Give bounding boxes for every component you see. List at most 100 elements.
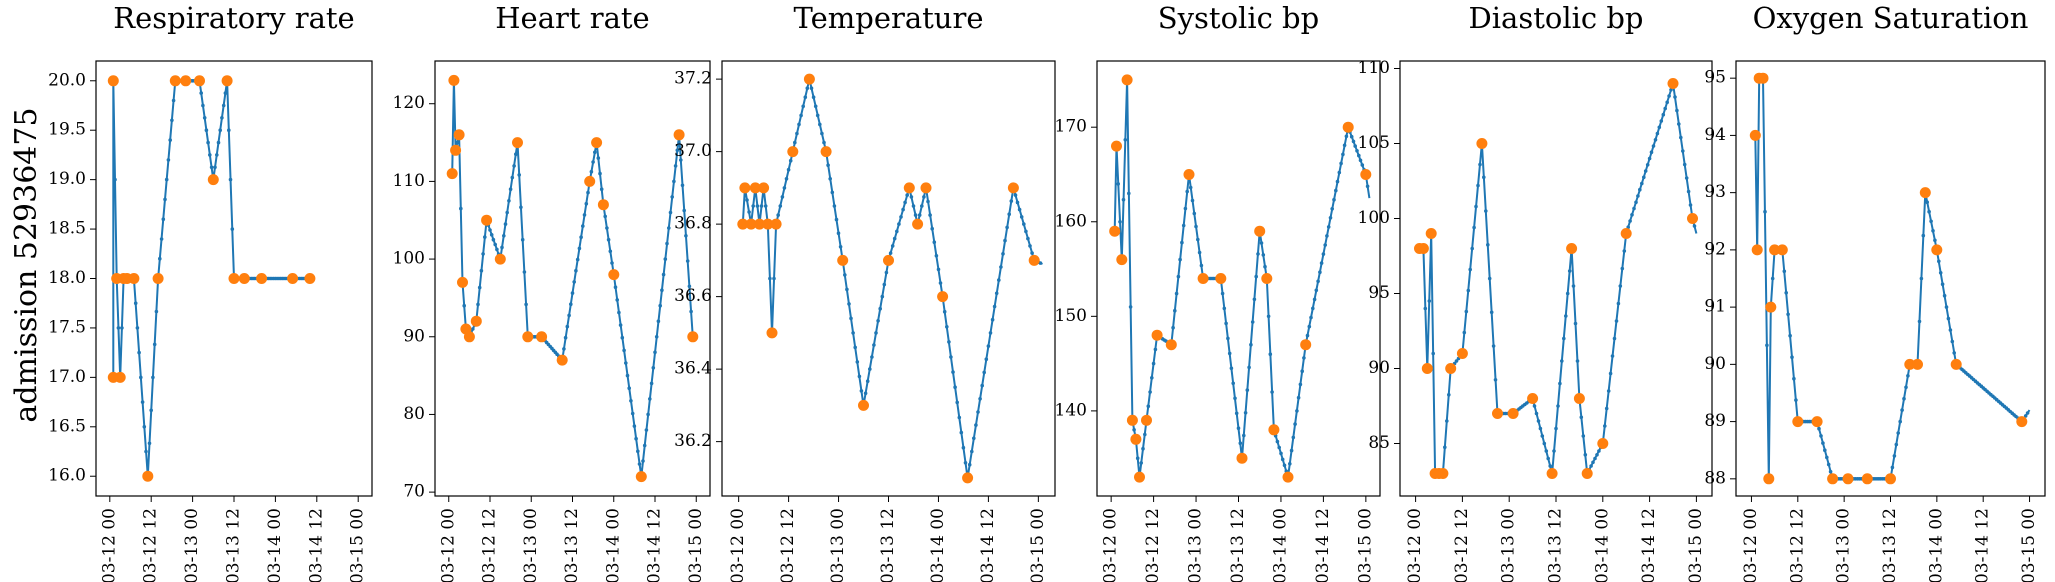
interpolated-point [591, 160, 595, 164]
observation-point [937, 291, 949, 303]
interpolated-point [1275, 439, 1280, 444]
interpolated-point [670, 195, 674, 199]
observation-point [556, 354, 568, 366]
interpolated-point [627, 386, 631, 391]
interpolated-point [945, 325, 949, 329]
interpolated-point [656, 319, 661, 324]
interpolated-point [1443, 445, 1447, 450]
interpolated-point [1616, 301, 1621, 306]
interpolated-point [1898, 419, 1902, 424]
observation-point [1360, 169, 1372, 180]
interpolated-point [1009, 199, 1014, 203]
interpolated-point [1013, 193, 1018, 197]
observation-point [739, 182, 751, 194]
y-tick-label: 17.5 [48, 317, 86, 337]
interpolated-point [1360, 163, 1365, 167]
interpolated-point [1770, 276, 1775, 281]
interpolated-point [152, 342, 157, 347]
x-tick-label: 03-14 00 [928, 508, 948, 582]
interpolated-point [1682, 162, 1687, 167]
interpolated-point [917, 213, 922, 217]
interpolated-point [1532, 404, 1537, 408]
interpolated-point [832, 204, 837, 208]
interpolated-point [980, 383, 984, 388]
observation-point [142, 470, 154, 482]
observation-point [584, 175, 596, 187]
interpolated-point [972, 436, 976, 441]
interpolated-point [215, 153, 219, 157]
observation-point [1507, 408, 1519, 419]
interpolated-point [1220, 291, 1225, 296]
observation-point [169, 75, 181, 87]
chart-title: Oxygen Saturation [1753, 1, 2029, 35]
interpolated-point [901, 207, 905, 212]
x-tick-label: 03-14 12 [1639, 508, 1659, 582]
interpolated-point [641, 459, 645, 463]
interpolated-point [1564, 314, 1568, 318]
interpolated-point [913, 213, 918, 217]
interpolated-point [228, 177, 233, 182]
interpolated-point [1604, 406, 1609, 411]
interpolated-point [884, 270, 889, 275]
x-tick-label: 03-14 12 [645, 508, 665, 582]
observation-point [1445, 363, 1457, 374]
interpolated-point [201, 103, 205, 108]
interpolated-point [1015, 200, 1020, 205]
interpolated-point [905, 193, 909, 197]
interpolated-point [1828, 469, 1833, 474]
observation-point [450, 144, 462, 156]
interpolated-point [230, 227, 235, 231]
interpolated-point [1188, 185, 1193, 190]
interpolated-point [624, 361, 628, 365]
interpolated-point [620, 335, 625, 340]
interpolated-point [1788, 333, 1792, 338]
interpolated-point [1952, 351, 1956, 355]
observation-point [536, 331, 548, 343]
observation-point [912, 218, 924, 230]
interpolated-point [1344, 134, 1349, 139]
interpolated-point [1538, 426, 1543, 431]
x-tick-label: 03-14 00 [1926, 508, 1946, 582]
observation-point [1581, 468, 1593, 479]
interpolated-point [1491, 344, 1496, 348]
interpolated-point [1153, 347, 1158, 352]
interpolated-point [1289, 448, 1294, 453]
interpolated-point [1655, 131, 1660, 136]
interpolated-point [1233, 396, 1237, 401]
interpolated-point [892, 236, 897, 241]
interpolated-point [763, 204, 768, 208]
interpolated-point [1300, 369, 1304, 374]
x-tick-label: 03-15 00 [348, 508, 368, 582]
interpolated-point [221, 103, 226, 108]
x-tick-label: 03-12 00 [1101, 508, 1121, 582]
interpolated-point [617, 310, 621, 315]
interpolated-point [171, 98, 176, 103]
chart-panel: Diastolic bp 85 90 95 100 105 110 03-12 00 03-12… [1358, 1, 1713, 582]
interpolated-point [660, 288, 664, 293]
interpolated-point [1180, 240, 1184, 245]
interpolated-point [1675, 108, 1679, 113]
interpolated-point [1254, 274, 1258, 279]
interpolated-point [161, 217, 166, 221]
interpolated-point [562, 347, 566, 351]
interpolated-point [577, 246, 582, 251]
interpolated-point [988, 331, 993, 335]
interpolated-point [218, 128, 222, 132]
interpolated-point [797, 122, 801, 127]
interpolated-point [938, 281, 943, 285]
y-tick-label: 89 [1704, 411, 1726, 431]
interpolated-point [845, 287, 849, 292]
y-tick-label: 20.0 [48, 70, 86, 90]
observation-point [152, 273, 164, 284]
interpolated-point [1296, 395, 1301, 400]
interpolated-point [569, 302, 573, 307]
interpolated-point [663, 257, 668, 261]
interpolated-point [1183, 206, 1188, 211]
x-tick-label: 03-13 00 [1834, 508, 1854, 582]
interpolated-point [1472, 225, 1476, 230]
interpolated-point [801, 104, 805, 109]
interpolated-point [811, 95, 816, 99]
observation-point [238, 273, 250, 284]
interpolated-point [1950, 339, 1955, 344]
y-tick-label: 18.5 [48, 219, 86, 239]
